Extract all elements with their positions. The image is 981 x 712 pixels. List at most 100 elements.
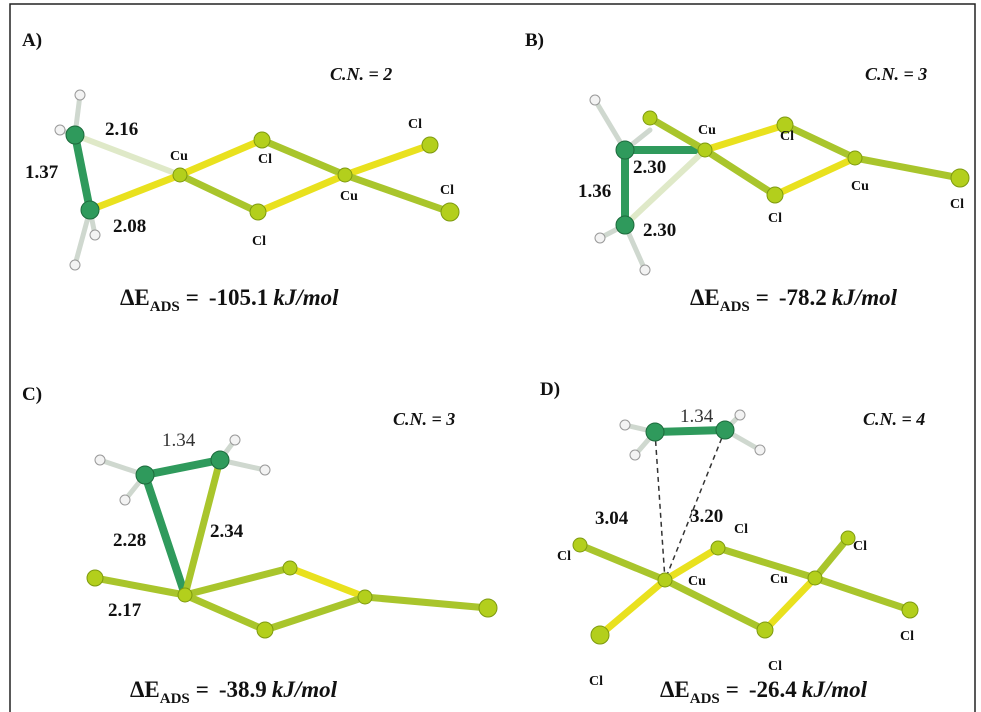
atom <box>711 541 725 555</box>
panel-label: D) <box>540 379 560 400</box>
atom-label: Cl <box>258 152 272 167</box>
hydrogen-atom <box>620 420 630 430</box>
bond-length: 2.16 <box>105 119 138 140</box>
carbon-atom <box>211 451 229 469</box>
atom <box>848 151 862 165</box>
atom-label: Cu <box>340 189 358 204</box>
atom-label: Cl <box>780 129 794 144</box>
atom <box>698 143 712 157</box>
atom-label: Cl <box>589 674 603 689</box>
atom <box>643 111 657 125</box>
atom-label: Cl <box>734 522 748 537</box>
atom-label: Cl <box>440 183 454 198</box>
label-part: ΔE <box>130 677 160 702</box>
bond-length: 2.34 <box>210 521 244 542</box>
label-part: = <box>726 677 739 702</box>
atom-label: Cl <box>900 629 914 644</box>
bond-length: 3.04 <box>595 508 629 529</box>
bond-line <box>655 430 725 432</box>
atom <box>250 204 266 220</box>
label-part: ADS <box>150 299 180 315</box>
bond-length: 3.20 <box>690 506 723 527</box>
atom <box>87 570 103 586</box>
label-part: ADS <box>160 691 190 707</box>
carbon-atom <box>616 216 634 234</box>
bond-length: 2.28 <box>113 530 146 551</box>
bond-length: 1.36 <box>578 181 611 202</box>
bond-length: 2.30 <box>643 220 676 241</box>
label-part: = <box>756 285 769 310</box>
hydrogen-atom <box>230 435 240 445</box>
hydrogen-atom <box>755 445 765 455</box>
bond-length: 1.34 <box>680 406 714 427</box>
coordination-number: C.N. = 4 <box>863 409 925 429</box>
atom-label: Cl <box>768 659 782 674</box>
atom <box>283 561 297 575</box>
atom <box>902 602 918 618</box>
hydrogen-atom <box>260 465 270 475</box>
atom <box>591 626 609 644</box>
atom-label: Cu <box>770 572 788 587</box>
atom-label: Cl <box>408 117 422 132</box>
atom-label: Cl <box>768 211 782 226</box>
label-part: ΔE <box>120 285 150 310</box>
bond-length: 1.37 <box>25 162 59 183</box>
coordination-number: C.N. = 2 <box>330 64 392 84</box>
hydrogen-atom <box>75 90 85 100</box>
atom <box>254 132 270 148</box>
hydrogen-atom <box>735 410 745 420</box>
hydrogen-atom <box>95 455 105 465</box>
label-part: ΔE <box>660 677 690 702</box>
atom-label: Cl <box>950 197 964 212</box>
hydrogen-atom <box>120 495 130 505</box>
coordination-number: C.N. = 3 <box>865 64 927 84</box>
label-part: ADS <box>720 299 750 315</box>
coordination-number: C.N. = 3 <box>393 409 455 429</box>
atom <box>422 137 438 153</box>
atom-label: Cu <box>698 123 716 138</box>
atom-label: Cu <box>851 179 869 194</box>
bond-length: 1.34 <box>162 430 196 451</box>
label-part: kJ/mol <box>272 677 338 702</box>
atom <box>479 599 497 617</box>
panel-label: C) <box>22 384 42 405</box>
carbon-atom <box>136 466 154 484</box>
atom <box>441 203 459 221</box>
atom <box>767 187 783 203</box>
atom <box>173 168 187 182</box>
hydrogen-atom <box>595 233 605 243</box>
atom <box>658 573 672 587</box>
atom <box>757 622 773 638</box>
atom <box>951 169 969 187</box>
carbon-atom <box>646 423 664 441</box>
bond-length: 2.17 <box>108 600 142 621</box>
label-part: = <box>196 677 209 702</box>
figure: A) C.N. = 2 2.16 1.37 2.08 Cu Cl Cl Cu C… <box>0 0 981 712</box>
atom-label: Cu <box>688 574 706 589</box>
panel-label: A) <box>22 30 42 51</box>
hydrogen-atom <box>630 450 640 460</box>
atom <box>338 168 352 182</box>
hydrogen-atom <box>590 95 600 105</box>
panel-label: B) <box>525 30 544 51</box>
label-part: kJ/mol <box>832 285 898 310</box>
label-part: ADS <box>690 691 720 707</box>
label-part: -105.1 <box>209 285 268 310</box>
bond-length: 2.30 <box>633 157 666 178</box>
carbon-atom <box>716 421 734 439</box>
label-part: kJ/mol <box>273 285 339 310</box>
atom <box>257 622 273 638</box>
carbon-atom <box>81 201 99 219</box>
bond-length: 2.08 <box>113 216 146 237</box>
atom-label: Cl <box>853 539 867 554</box>
hydrogen-atom <box>90 230 100 240</box>
atom-label: Cl <box>252 234 266 249</box>
label-part: ΔE <box>690 285 720 310</box>
label-part: kJ/mol <box>802 677 868 702</box>
carbon-atom <box>616 141 634 159</box>
atom-label: Cu <box>170 149 188 164</box>
atom <box>358 590 372 604</box>
label-part: -38.9 <box>219 677 267 702</box>
atom <box>178 588 192 602</box>
hydrogen-atom <box>640 265 650 275</box>
